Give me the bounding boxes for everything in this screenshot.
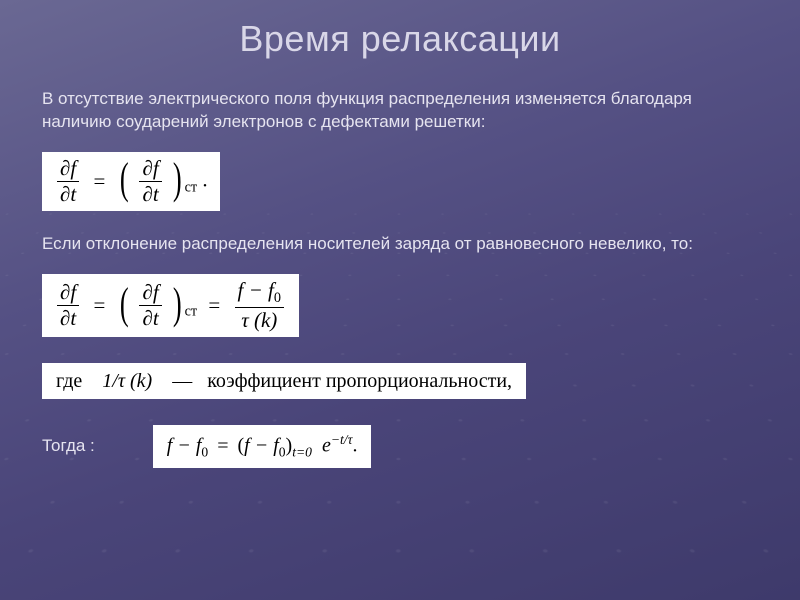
f1-lhs-den: ∂t (57, 182, 79, 205)
f2-mid-den: ∂t (139, 306, 161, 329)
f2-rhs-den: τ (k) (235, 308, 284, 331)
slide: Время релаксации В отсутствие электричес… (0, 0, 800, 600)
f3-prefix: где (56, 370, 82, 392)
f4-tsub: t=0 (292, 445, 312, 460)
f4-e: e (322, 435, 331, 457)
f1-rhs-num: ∂f (139, 158, 161, 182)
rparen-icon: ) (173, 157, 182, 201)
formula-1: ∂f ∂t = ( ∂f ∂t )ст . (42, 152, 220, 211)
f3-text: коэффициент пропорциональности, (207, 370, 512, 392)
paragraph-1: В отсутствие электрического поля функция… (42, 88, 758, 134)
f4-exp: −t/τ (331, 432, 353, 447)
formula-2: ∂f ∂t = ( ∂f ∂t )ст = f − f0 τ (k) (42, 274, 299, 337)
f4-mid-sub: 0 (279, 445, 286, 460)
then-label: Тогда : (42, 436, 95, 456)
equals-icon: = (93, 171, 105, 192)
formula-4: f − f0 = (f − f0)t=0 e−t/τ. (153, 425, 372, 467)
f2-mid-sub: ст (185, 304, 198, 320)
lparen-icon: ( (119, 157, 128, 201)
f2-rhs-num-sub: 0 (274, 290, 281, 306)
f3-expr: 1/τ (k) (102, 370, 152, 392)
f4-eq: = (217, 435, 228, 457)
f4-mid: f − f (244, 435, 279, 457)
f3-dash: — (172, 370, 192, 392)
f2-mid-num: ∂f (139, 282, 161, 306)
f1-sub: ст (185, 179, 198, 195)
rparen-icon: ) (173, 282, 182, 326)
f1-lhs-num: ∂f (57, 158, 79, 182)
f1-rhs-den: ∂t (139, 182, 161, 205)
equals-icon: = (208, 295, 220, 316)
f2-rhs-num: f − f (238, 278, 274, 302)
equals-icon: = (93, 295, 105, 316)
f4-trailing: . (352, 435, 357, 457)
slide-title: Время релаксации (42, 18, 758, 60)
f4-lhs: f − f (167, 435, 202, 457)
lparen-icon: ( (119, 282, 128, 326)
then-row: Тогда : f − f0 = (f − f0)t=0 e−t/τ. (42, 425, 758, 467)
f2-lhs-den: ∂t (57, 306, 79, 329)
f4-lhs-sub: 0 (201, 445, 208, 460)
f1-trailing: . (202, 167, 207, 191)
paragraph-2: Если отклонение распределения носителей … (42, 233, 758, 256)
formula-3: где 1/τ (k) — коэффициент пропорциональн… (42, 363, 526, 399)
f2-lhs-num: ∂f (57, 282, 79, 306)
